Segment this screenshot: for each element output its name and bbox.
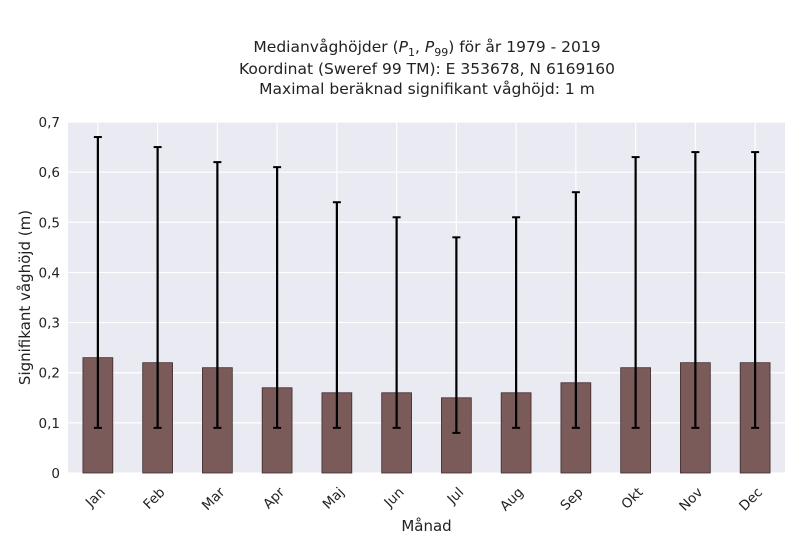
y-tick-label: 0 (51, 466, 60, 482)
x-tick-label-aug: Aug (497, 485, 527, 515)
y-tick-label: 0,1 (39, 416, 60, 432)
y-axis-label: Signifikant våghöjd (m) (16, 210, 34, 385)
bar-apr (261, 387, 293, 474)
error-bar-okt (631, 156, 640, 429)
x-tick-label-sep: Sep (557, 485, 586, 514)
error-bar-feb (153, 146, 162, 429)
x-tick-label-jun: Jun (381, 485, 408, 512)
title-line-1: Medianvåghöjder (P1, P99) för år 1979 - … (253, 38, 600, 59)
error-bar-jun (392, 216, 401, 429)
x-tick-label-nov: Nov (676, 485, 706, 515)
title-line-2: Koordinat (Sweref 99 TM): E 353678, N 61… (239, 60, 615, 78)
error-bar-apr (273, 166, 282, 429)
plot-area (68, 122, 785, 473)
error-bars (93, 136, 760, 434)
bar-maj (321, 392, 353, 474)
error-bar-jul (452, 236, 461, 434)
x-axis-ticks: Jan Feb Mar Apr Maj Jun Jul Aug Sep Okt Nov Dec (82, 484, 766, 514)
x-tick-label-okt: Okt (618, 485, 646, 513)
y-tick-label: 0,7 (39, 115, 60, 131)
y-tick-label: 0,3 (39, 316, 60, 332)
x-tick-label-jul: Jul (444, 485, 468, 509)
y-axis-ticks: 0 0,1 0,2 0,3 0,4 0,5 0,6 0,7 (39, 115, 60, 482)
error-bar-sep (571, 191, 580, 429)
x-tick-label-feb: Feb (140, 485, 168, 513)
y-tick-label: 0,5 (39, 215, 60, 231)
error-bar-mar (213, 161, 222, 429)
y-tick-label: 0,6 (39, 165, 60, 181)
x-axis-label: Månad (401, 517, 451, 535)
error-bar-maj (332, 201, 341, 429)
title-line-3: Maximal beräknad signifikant våghöjd: 1 … (259, 80, 595, 98)
error-bar-aug (512, 216, 521, 429)
error-bar-dec (751, 151, 760, 429)
x-tick-label-apr: Apr (260, 484, 288, 512)
x-tick-label-dec: Dec (736, 485, 766, 515)
error-bar-nov (691, 151, 700, 429)
error-bar-jan (93, 136, 102, 429)
x-tick-label-jan: Jan (82, 485, 109, 512)
y-tick-label: 0,2 (39, 366, 60, 382)
y-tick-label: 0,4 (39, 265, 60, 281)
x-tick-label-mar: Mar (199, 484, 229, 514)
x-tick-label-maj: Maj (320, 485, 348, 513)
chart-title: Medianvåghöjder (P1, P99) för år 1979 - … (239, 38, 615, 98)
